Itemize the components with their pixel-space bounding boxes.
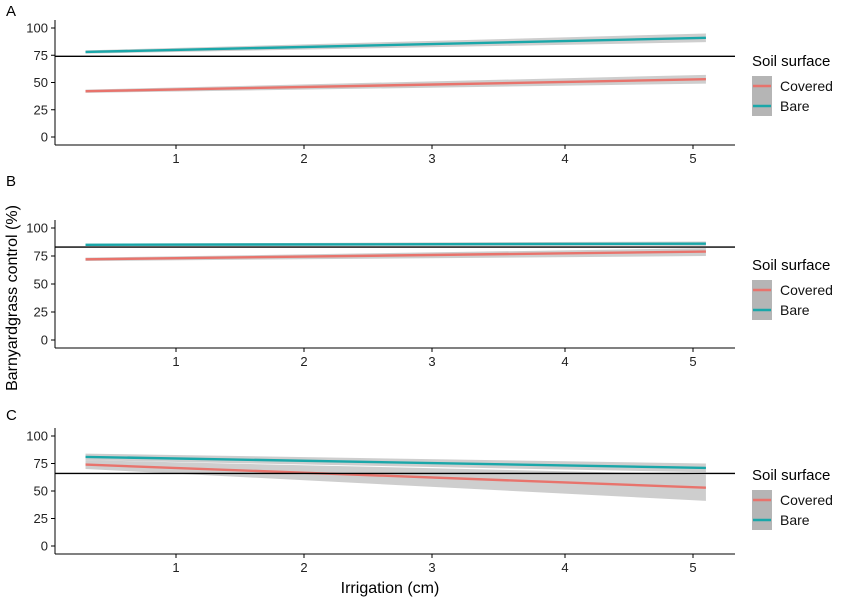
x-tick-label: 4 bbox=[561, 151, 568, 166]
x-tick-label: 3 bbox=[428, 151, 435, 166]
x-tick-label: 1 bbox=[172, 354, 179, 369]
x-tick-label: 5 bbox=[689, 560, 696, 575]
panel-c: C 0 25 50 75 100 1 2 3 4 5 Soil surface Covered Bare bbox=[6, 407, 833, 575]
x-tick-label: 1 bbox=[172, 151, 179, 166]
legend: Soil surface Covered Bare bbox=[752, 257, 833, 320]
y-tick-label: 100 bbox=[26, 221, 48, 236]
legend: Soil surface Covered Bare bbox=[752, 53, 833, 116]
series-line-bare bbox=[85, 455, 706, 470]
y-tick-label: 0 bbox=[41, 333, 48, 348]
y-tick-label: 50 bbox=[34, 484, 48, 499]
x-tick-label: 5 bbox=[689, 354, 696, 369]
y-tick-label: 50 bbox=[34, 75, 48, 90]
x-tick-label: 2 bbox=[300, 560, 307, 575]
x-tick-label: 5 bbox=[689, 151, 696, 166]
legend-entry-label: Bare bbox=[780, 512, 810, 528]
series-line-bare bbox=[85, 242, 706, 247]
series-line-covered bbox=[85, 78, 706, 93]
legend: Soil surface Covered Bare bbox=[752, 467, 833, 530]
y-tick-label: 75 bbox=[34, 48, 48, 63]
panel-label: B bbox=[6, 173, 16, 190]
y-tick-label: 75 bbox=[34, 249, 48, 264]
x-tick-label: 2 bbox=[300, 354, 307, 369]
x-axis-title: Irrigation (cm) bbox=[341, 580, 440, 597]
legend-title: Soil surface bbox=[752, 467, 830, 484]
legend-title: Soil surface bbox=[752, 53, 830, 70]
legend-entry-label: Covered bbox=[780, 492, 833, 508]
y-tick-label: 0 bbox=[41, 539, 48, 554]
series-line-covered bbox=[85, 463, 706, 489]
y-tick-label: 25 bbox=[34, 511, 48, 526]
x-tick-label: 1 bbox=[172, 560, 179, 575]
panel-b: B 0 25 50 75 100 1 2 3 4 5 Soil surface Covered Bare bbox=[6, 173, 833, 369]
y-tick-label: 75 bbox=[34, 456, 48, 471]
legend-entry-label: Covered bbox=[780, 282, 833, 298]
x-tick-label: 3 bbox=[428, 560, 435, 575]
y-axis-title: Barnyardgrass control (%) bbox=[4, 205, 21, 391]
x-tick-label: 4 bbox=[561, 354, 568, 369]
series-line-covered bbox=[85, 250, 706, 261]
legend-title: Soil surface bbox=[752, 257, 830, 274]
x-tick-label: 3 bbox=[428, 354, 435, 369]
y-tick-label: 25 bbox=[34, 102, 48, 117]
y-tick-label: 0 bbox=[41, 130, 48, 145]
x-tick-label: 4 bbox=[561, 560, 568, 575]
y-tick-label: 50 bbox=[34, 277, 48, 292]
panel-label: C bbox=[6, 407, 17, 424]
legend-entry-label: Bare bbox=[780, 98, 810, 114]
panel-a: A 0 25 50 75 100 1 2 3 4 5 Soil surface Covered Bare bbox=[6, 3, 833, 166]
y-tick-label: 25 bbox=[34, 305, 48, 320]
series-line-bare bbox=[85, 36, 706, 54]
panel-label: A bbox=[6, 3, 16, 20]
y-tick-label: 100 bbox=[26, 21, 48, 36]
y-tick-label: 100 bbox=[26, 429, 48, 444]
x-tick-label: 2 bbox=[300, 151, 307, 166]
legend-entry-label: Covered bbox=[780, 78, 833, 94]
legend-entry-label: Bare bbox=[780, 302, 810, 318]
